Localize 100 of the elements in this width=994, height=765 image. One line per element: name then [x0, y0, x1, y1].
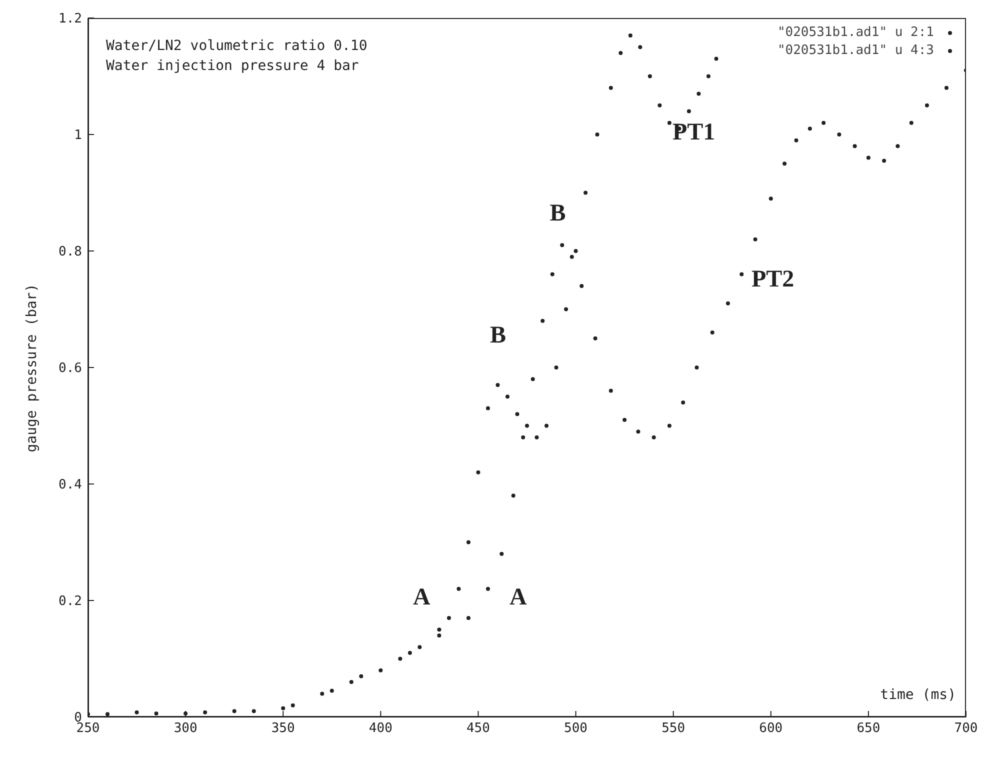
point: [437, 633, 442, 638]
x-tick-label: 700: [954, 721, 978, 736]
point: [628, 33, 632, 38]
point: [652, 435, 656, 440]
point: [808, 126, 812, 131]
point: [618, 50, 623, 55]
annotation: B: [550, 200, 566, 228]
annotation: Water injection pressure 4 bar: [106, 57, 360, 76]
point: [398, 656, 402, 661]
point: [636, 430, 640, 434]
point: [515, 412, 520, 416]
y-tick-label: 1.2: [58, 12, 82, 27]
point: [511, 494, 516, 498]
x-axis-title: time (ms): [880, 687, 956, 703]
point: [496, 382, 500, 387]
point: [281, 706, 286, 710]
y-axis-title: gauge pressure (bar): [24, 283, 40, 452]
x-tick-label: 250: [76, 721, 100, 736]
point: [466, 616, 470, 620]
point: [681, 400, 686, 404]
point: [252, 709, 256, 714]
point: [608, 86, 613, 90]
point: [638, 45, 642, 50]
point: [608, 388, 613, 393]
point: [456, 586, 461, 591]
point: [714, 56, 718, 61]
point: [486, 586, 490, 591]
point: [500, 552, 504, 556]
point: [694, 366, 699, 370]
x-tick-label: 650: [856, 721, 880, 736]
annotation: A: [510, 584, 527, 612]
y-tick-label: 0.8: [58, 244, 82, 260]
point: [574, 249, 578, 253]
point: [290, 703, 295, 708]
point: [622, 418, 627, 422]
y-tick-label: 0.2: [58, 594, 82, 610]
point: [437, 628, 442, 632]
point: [866, 156, 870, 160]
point: [378, 668, 383, 672]
point: [320, 692, 324, 696]
x-tick-label: 300: [174, 721, 198, 736]
point: [696, 92, 701, 96]
point: [540, 318, 545, 323]
point: [544, 424, 549, 428]
annotation: PT1: [672, 120, 716, 147]
point: [882, 158, 886, 163]
x-tick-label: 500: [564, 721, 588, 736]
x-tick-label: 400: [368, 721, 392, 736]
point: [584, 190, 588, 195]
point: [667, 424, 672, 428]
point: [852, 144, 857, 148]
point: [418, 645, 422, 650]
point: [134, 710, 139, 714]
point: [530, 377, 535, 382]
point: [154, 712, 158, 716]
point: [593, 336, 598, 340]
point: [944, 86, 948, 90]
point: [896, 144, 900, 148]
point: [570, 254, 574, 259]
point: [768, 196, 773, 201]
point: [359, 674, 364, 678]
point: [525, 424, 529, 428]
point: [564, 307, 568, 312]
point: [822, 120, 826, 125]
point: [909, 120, 914, 125]
point: [706, 74, 710, 78]
x-tick-label: 450: [466, 721, 490, 736]
annotation: Water/LN2 volumetric ratio 0.10: [106, 37, 368, 56]
y-tick-label: 0.4: [58, 478, 82, 493]
point: [740, 272, 744, 276]
point: [232, 709, 236, 714]
point: [446, 616, 451, 620]
point: [710, 330, 714, 335]
point: [560, 243, 564, 248]
point: [726, 301, 730, 306]
point: [106, 712, 110, 716]
point: [837, 132, 842, 136]
legend-label: "020531b1.ad1" u 2:1: [777, 24, 934, 42]
point: [330, 688, 334, 693]
point: [782, 162, 787, 166]
point: [521, 435, 526, 440]
point: [924, 103, 929, 108]
point: [534, 435, 539, 440]
annotation: PT2: [751, 266, 794, 294]
point: [595, 132, 600, 136]
point: [466, 540, 470, 544]
point: [554, 366, 558, 370]
point: [753, 237, 758, 242]
point: [686, 109, 691, 114]
point: [486, 406, 490, 410]
annotation: A: [412, 584, 430, 612]
x-tick-label: 550: [662, 721, 686, 736]
point: [658, 103, 662, 108]
point: [794, 138, 798, 142]
x-tick-label: 350: [271, 721, 295, 736]
x-tick-label: 600: [759, 721, 783, 736]
point: [648, 74, 652, 78]
legend-label: "020531b1.ad1" u 4:3: [777, 42, 934, 60]
point: [505, 394, 510, 399]
annotation: B: [490, 322, 506, 350]
